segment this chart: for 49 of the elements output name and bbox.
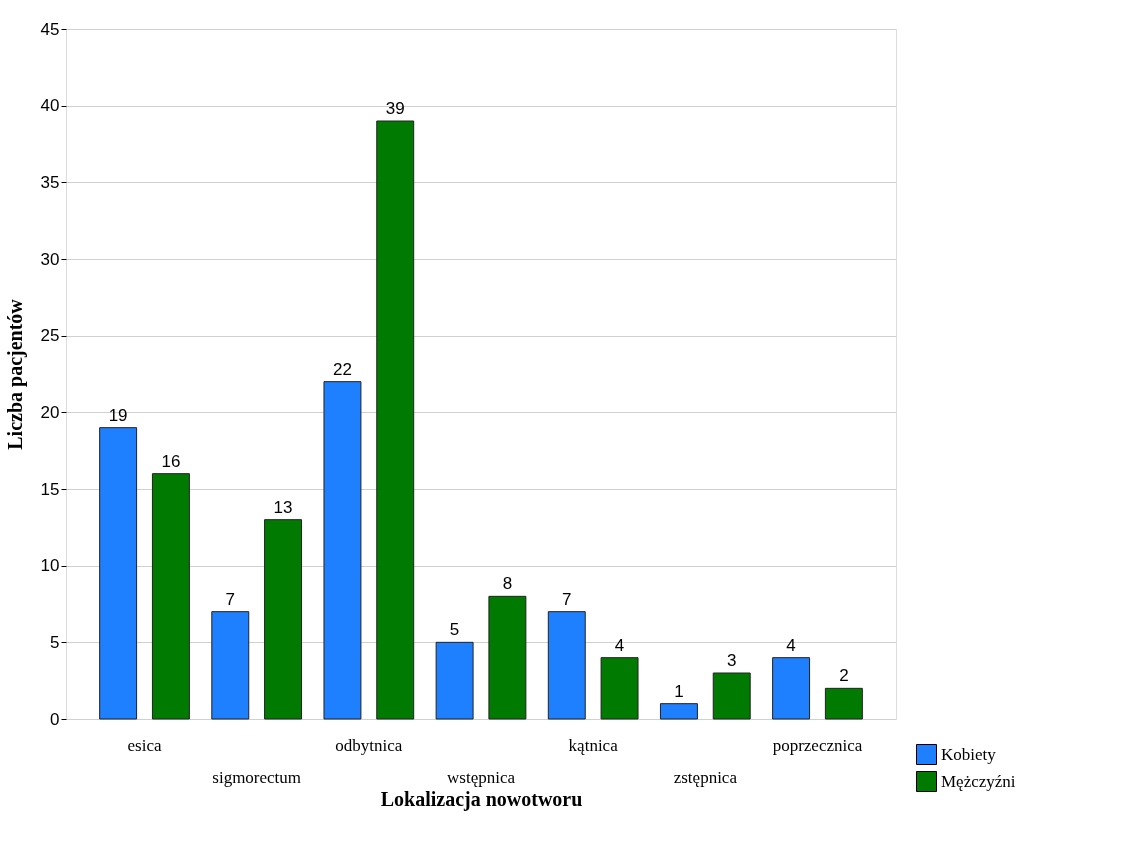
legend-label: Mężczyźni [941,771,1016,791]
data-label: 39 [385,99,405,118]
x-tick-label: poprzecznica [772,736,863,755]
bar [99,427,138,720]
bar [824,687,863,720]
data-label: 5 [449,620,460,640]
x-tick-label: zstępnica [673,768,738,787]
data-label: 19 [108,405,128,425]
bar [659,703,698,720]
bar [376,120,415,720]
bar [712,672,751,720]
x-tick-label: sigmorectum [212,768,302,787]
y-tick-label: 10 [40,556,60,576]
x-tick-label: esica [127,736,162,755]
x-tick-label: wstępnica [447,768,516,787]
bar [772,657,811,720]
y-tick-label: 30 [40,249,60,269]
y-tick-label: 5 [50,632,60,652]
data-label: 7 [562,589,572,609]
y-tick-label: 40 [40,96,60,116]
data-label: 4 [786,635,796,655]
y-tick-label: 35 [40,172,60,192]
y-tick-label: 25 [40,326,60,346]
data-label: 22 [332,359,352,379]
x-axis-title: Lokalizacja nowotworu [380,787,583,811]
y-tick-label: 0 [50,709,60,729]
bar [264,519,303,720]
bar [151,473,190,720]
data-label: 4 [614,635,625,655]
data-label: 8 [502,574,513,594]
y-axis-title: Liczba pacjentów [3,298,27,450]
data-label: 3 [726,651,737,670]
x-tick-label: odbytnica [335,736,403,755]
data-label: 16 [161,451,181,471]
y-tick-label: 15 [40,479,60,499]
y-tick-label: 20 [40,402,60,422]
bar [488,595,527,720]
bar [323,381,362,720]
bar [211,611,250,720]
legend-label: Kobiety [941,744,997,764]
data-label: 13 [273,497,293,517]
x-tick-label: kątnica [568,736,619,755]
y-tick-label: 45 [40,19,60,39]
data-label: 2 [839,666,849,686]
data-label: 7 [225,589,236,609]
bar [435,641,474,720]
data-label: 1 [674,681,684,701]
bar [547,611,586,720]
bar [600,657,639,720]
